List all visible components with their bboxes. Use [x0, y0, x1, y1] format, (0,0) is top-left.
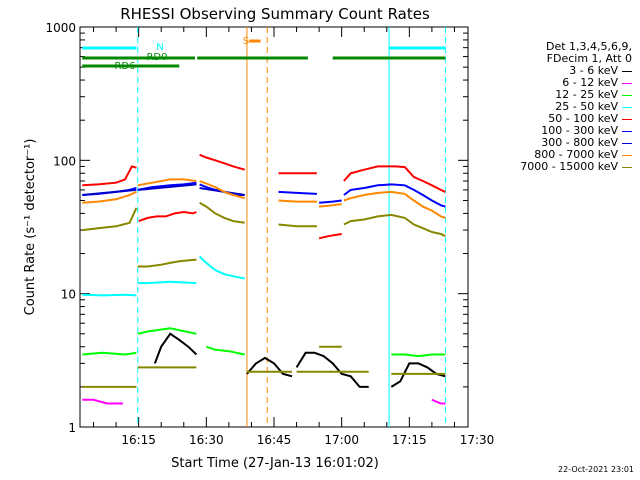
legend-label: 6 - 12 keV [562, 76, 618, 89]
series-line [278, 223, 317, 228]
series-line [82, 293, 137, 297]
series-line [205, 345, 245, 356]
series-group [153, 332, 446, 388]
x-tick-label: 17:15 [392, 433, 427, 447]
series-line [391, 353, 446, 358]
series-line [82, 398, 123, 405]
series-line [295, 351, 369, 388]
series-line [137, 258, 197, 268]
legend-item: 25 - 50 keV [486, 101, 632, 113]
series-line [319, 199, 342, 204]
series-line [82, 351, 137, 356]
legend-label: 7000 - 15000 keV [520, 160, 618, 173]
series-line [199, 153, 245, 171]
series-line [343, 190, 446, 219]
x-tick-label: 16:45 [257, 433, 292, 447]
legend-label: 800 - 7000 keV [534, 148, 618, 161]
series-line [343, 165, 446, 193]
series-line [278, 190, 317, 195]
state-label-n: N [156, 42, 163, 53]
series-line [278, 199, 317, 203]
series-line [82, 165, 137, 187]
legend-item: 3 - 6 keV [486, 65, 632, 77]
legend-item: 100 - 300 keV [486, 125, 632, 137]
series-line [199, 180, 245, 200]
series-line [319, 203, 342, 208]
series-line [82, 188, 137, 196]
x-tick-label: 17:00 [324, 433, 359, 447]
chart-title: RHESSI Observing Summary Count Rates [120, 5, 430, 23]
series-line [246, 356, 293, 378]
y-axis-label: Count Rate (s⁻¹ detector⁻¹) [23, 139, 38, 316]
axis-ticks [80, 27, 468, 428]
series-line [198, 255, 245, 280]
legend-swatch [622, 94, 632, 96]
x-axis-label: Start Time (27-Jan-13 16:01:02) [171, 456, 379, 471]
legend-label: 300 - 800 keV [541, 136, 618, 149]
state-label-rd0: RD0 [146, 52, 167, 63]
x-tick-label: 16:30 [189, 433, 224, 447]
legend-swatch [622, 70, 632, 72]
y-tick-label: 1 [68, 421, 76, 435]
data-series [82, 153, 446, 405]
series-group [82, 327, 446, 358]
series-line [137, 327, 197, 335]
series-line [199, 201, 245, 224]
legend-header-line-1: Det 1,3,4,5,6,9, [545, 40, 632, 53]
legend-label: 100 - 300 keV [541, 124, 618, 137]
generation-timestamp: 22-Oct-2021 23:01 [558, 465, 634, 474]
series-group [82, 366, 446, 388]
legend-header-line-2: FDecim 1, Att 0 [546, 52, 632, 65]
series-line [138, 210, 197, 223]
legend-label: 12 - 25 keV [555, 88, 618, 101]
legend-item: 7000 - 15000 keV [486, 161, 632, 173]
series-line [318, 233, 342, 240]
y-tick-label: 10 [61, 288, 76, 302]
legend-label: 3 - 6 keV [569, 64, 618, 77]
series-line [343, 213, 446, 238]
legend-item: 300 - 800 keV [486, 137, 632, 149]
y-tick-labels: 1 10 100 1000 [45, 21, 76, 435]
legend-swatch [622, 166, 632, 168]
x-tick-label: 17:30 [460, 433, 495, 447]
series-line [138, 183, 197, 191]
state-label-s: S [243, 36, 249, 47]
legend-swatch [622, 106, 632, 108]
legend-swatch [622, 142, 632, 144]
legend-swatch [622, 82, 632, 84]
legend-items: 3 - 6 keV 6 - 12 keV 12 - 25 keV 25 - 50 ke… [486, 65, 632, 173]
series-line [137, 181, 197, 191]
series-line [343, 183, 446, 208]
legend-label: 50 - 100 keV [548, 112, 618, 125]
series-group [82, 255, 245, 297]
series-line [82, 207, 138, 232]
legend: Det 1,3,4,5,6,9, FDecim 1, Att 0 3 - 6 k… [486, 41, 632, 173]
series-line [82, 190, 137, 204]
y-tick-label: 1000 [45, 21, 76, 35]
series-group [82, 153, 446, 240]
x-tick-label: 16:15 [121, 433, 156, 447]
series-line [390, 362, 446, 388]
legend-swatch [622, 130, 632, 132]
legend-item: 12 - 25 keV [486, 89, 632, 101]
state-label-rd6: RD6 [114, 61, 135, 72]
legend-item: 50 - 100 keV [486, 113, 632, 125]
series-group [82, 181, 446, 208]
legend-swatch [622, 118, 632, 120]
series-line [137, 280, 197, 285]
series-group [82, 398, 446, 405]
legend-swatch [622, 154, 632, 156]
legend-item: 800 - 7000 keV [486, 149, 632, 161]
series-line [137, 178, 197, 187]
y-tick-label: 100 [53, 154, 76, 168]
legend-label: 25 - 50 keV [555, 100, 618, 113]
x-tick-labels: 16:15 16:30 16:45 17:00 17:15 17:30 [121, 433, 494, 447]
legend-item: 6 - 12 keV [486, 77, 632, 89]
series-group [82, 178, 446, 219]
series-line [153, 332, 198, 364]
series-line [431, 398, 446, 405]
series-group [82, 201, 446, 348]
